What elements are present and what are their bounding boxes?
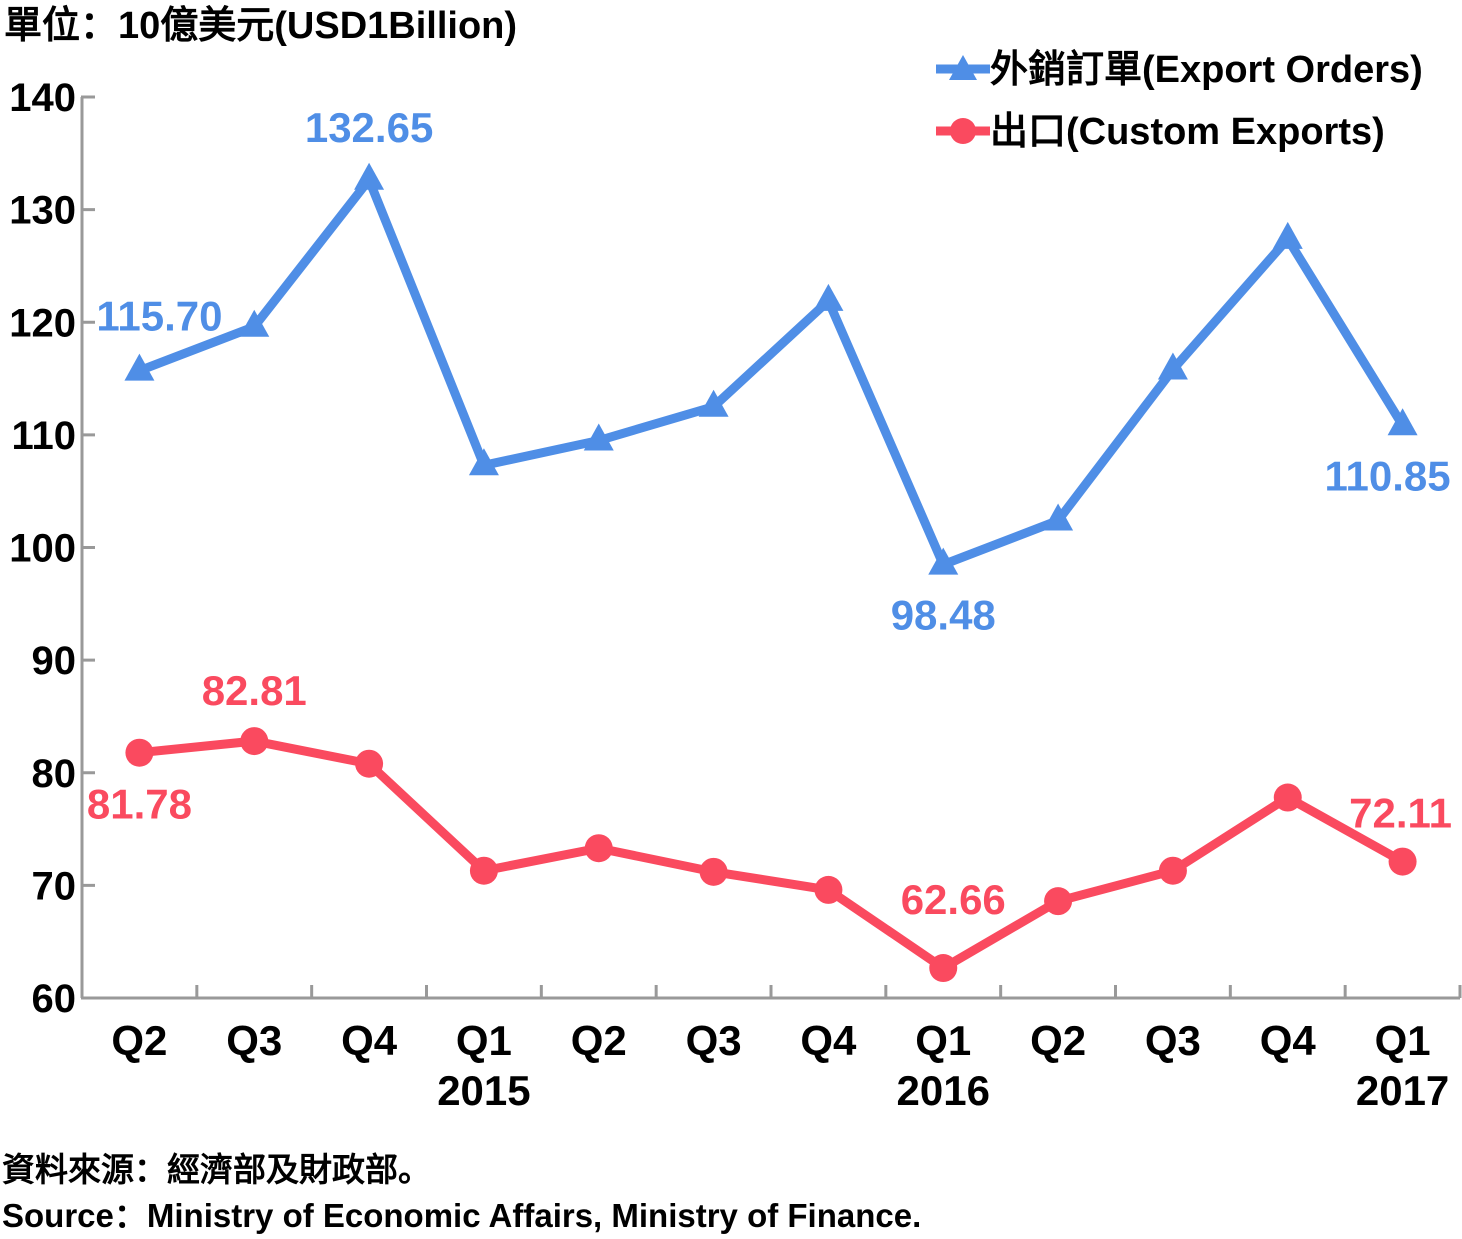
data-point — [1157, 352, 1188, 380]
x-tick-label: Q4 — [341, 1017, 398, 1064]
data-point — [698, 389, 729, 417]
series-0 — [124, 162, 1418, 575]
data-point — [1272, 221, 1303, 249]
data-point — [355, 749, 384, 778]
data-point — [354, 162, 385, 190]
y-tick-label: 140 — [9, 76, 76, 120]
y-tick-label: 100 — [9, 527, 76, 571]
source-line-en: Source：Ministry of Economic Affairs, Min… — [2, 1197, 921, 1234]
y-tick-label: 80 — [32, 752, 77, 796]
x-tick-label: Q4 — [1260, 1017, 1317, 1064]
x-tick-label: Q1 — [456, 1017, 512, 1064]
x-tick-label: Q3 — [226, 1017, 282, 1064]
data-point — [1273, 783, 1302, 812]
x-tick-label: Q3 — [686, 1017, 742, 1064]
x-tick-label: Q2 — [571, 1017, 627, 1064]
y-axis-ticks: 60 70 80 90 100 110 120 130 140 — [9, 76, 95, 1021]
year-label: 2015 — [437, 1067, 530, 1114]
data-label: 132.65 — [305, 104, 433, 151]
legend-circle-icon — [950, 118, 976, 144]
x-tick-label: Q3 — [1145, 1017, 1201, 1064]
y-tick-label: 70 — [32, 864, 77, 908]
legend: 外銷訂單(Export Orders) 出口(Custom Exports) — [936, 49, 1423, 153]
data-label: 81.78 — [87, 781, 192, 828]
series-line — [138, 736, 1405, 974]
x-tick-label: Q2 — [111, 1017, 167, 1064]
y-tick-label: 90 — [32, 639, 77, 683]
source-line-zh: 資料來源：經濟部及財政部。 — [2, 1151, 431, 1188]
data-label: 62.66 — [901, 876, 1006, 923]
legend-item-custom-exports: 出口(Custom Exports) — [936, 111, 1385, 153]
x-tick-label: Q2 — [1030, 1017, 1086, 1064]
data-point — [469, 856, 498, 885]
data-labels: 115.70 132.65 98.48 110.85 81.78 82.81 62.66 72… — [87, 104, 1452, 923]
y-tick-label: 110 — [11, 414, 76, 458]
x-tick-label: Q4 — [800, 1017, 857, 1064]
legend-item-export-orders: 外銷訂單(Export Orders) — [936, 49, 1423, 91]
legend-label-export-orders: 外銷訂單(Export Orders) — [990, 49, 1423, 91]
series-1 — [125, 727, 1417, 983]
data-point — [240, 727, 269, 756]
y-tick-label: 130 — [9, 189, 76, 233]
unit-label: 單位：10億美元(USD1Billion) — [4, 5, 517, 47]
data-point — [584, 834, 613, 863]
series-line — [137, 170, 1407, 571]
data-point — [814, 875, 843, 904]
legend-triangle-icon — [949, 55, 977, 80]
data-point — [124, 353, 155, 381]
legend-label-custom-exports: 出口(Custom Exports) — [990, 111, 1385, 153]
data-label: 72.11 — [1349, 790, 1452, 837]
y-tick-label: 60 — [32, 977, 77, 1021]
year-label: 2017 — [1356, 1067, 1449, 1114]
data-point — [699, 857, 728, 886]
data-label: 110.85 — [1325, 452, 1451, 499]
data-point — [928, 547, 959, 575]
data-point — [1044, 887, 1073, 916]
axes — [80, 97, 1460, 1000]
data-label: 115.70 — [96, 293, 222, 340]
data-point — [813, 283, 844, 311]
series-layer — [124, 162, 1418, 983]
data-point — [239, 309, 270, 337]
data-label: 98.48 — [891, 592, 996, 639]
data-point — [583, 423, 614, 451]
x-tick-label: Q1 — [1375, 1017, 1431, 1064]
data-point — [929, 954, 958, 983]
data-point — [1043, 503, 1074, 531]
x-tick-label: Q1 — [915, 1017, 971, 1064]
year-label: 2016 — [897, 1067, 990, 1114]
data-point — [1388, 847, 1417, 876]
data-point — [1387, 408, 1418, 436]
data-point — [125, 738, 154, 767]
y-tick-label: 120 — [9, 301, 76, 345]
data-point — [468, 448, 499, 476]
data-label: 82.81 — [202, 667, 307, 714]
data-point — [1158, 856, 1187, 885]
